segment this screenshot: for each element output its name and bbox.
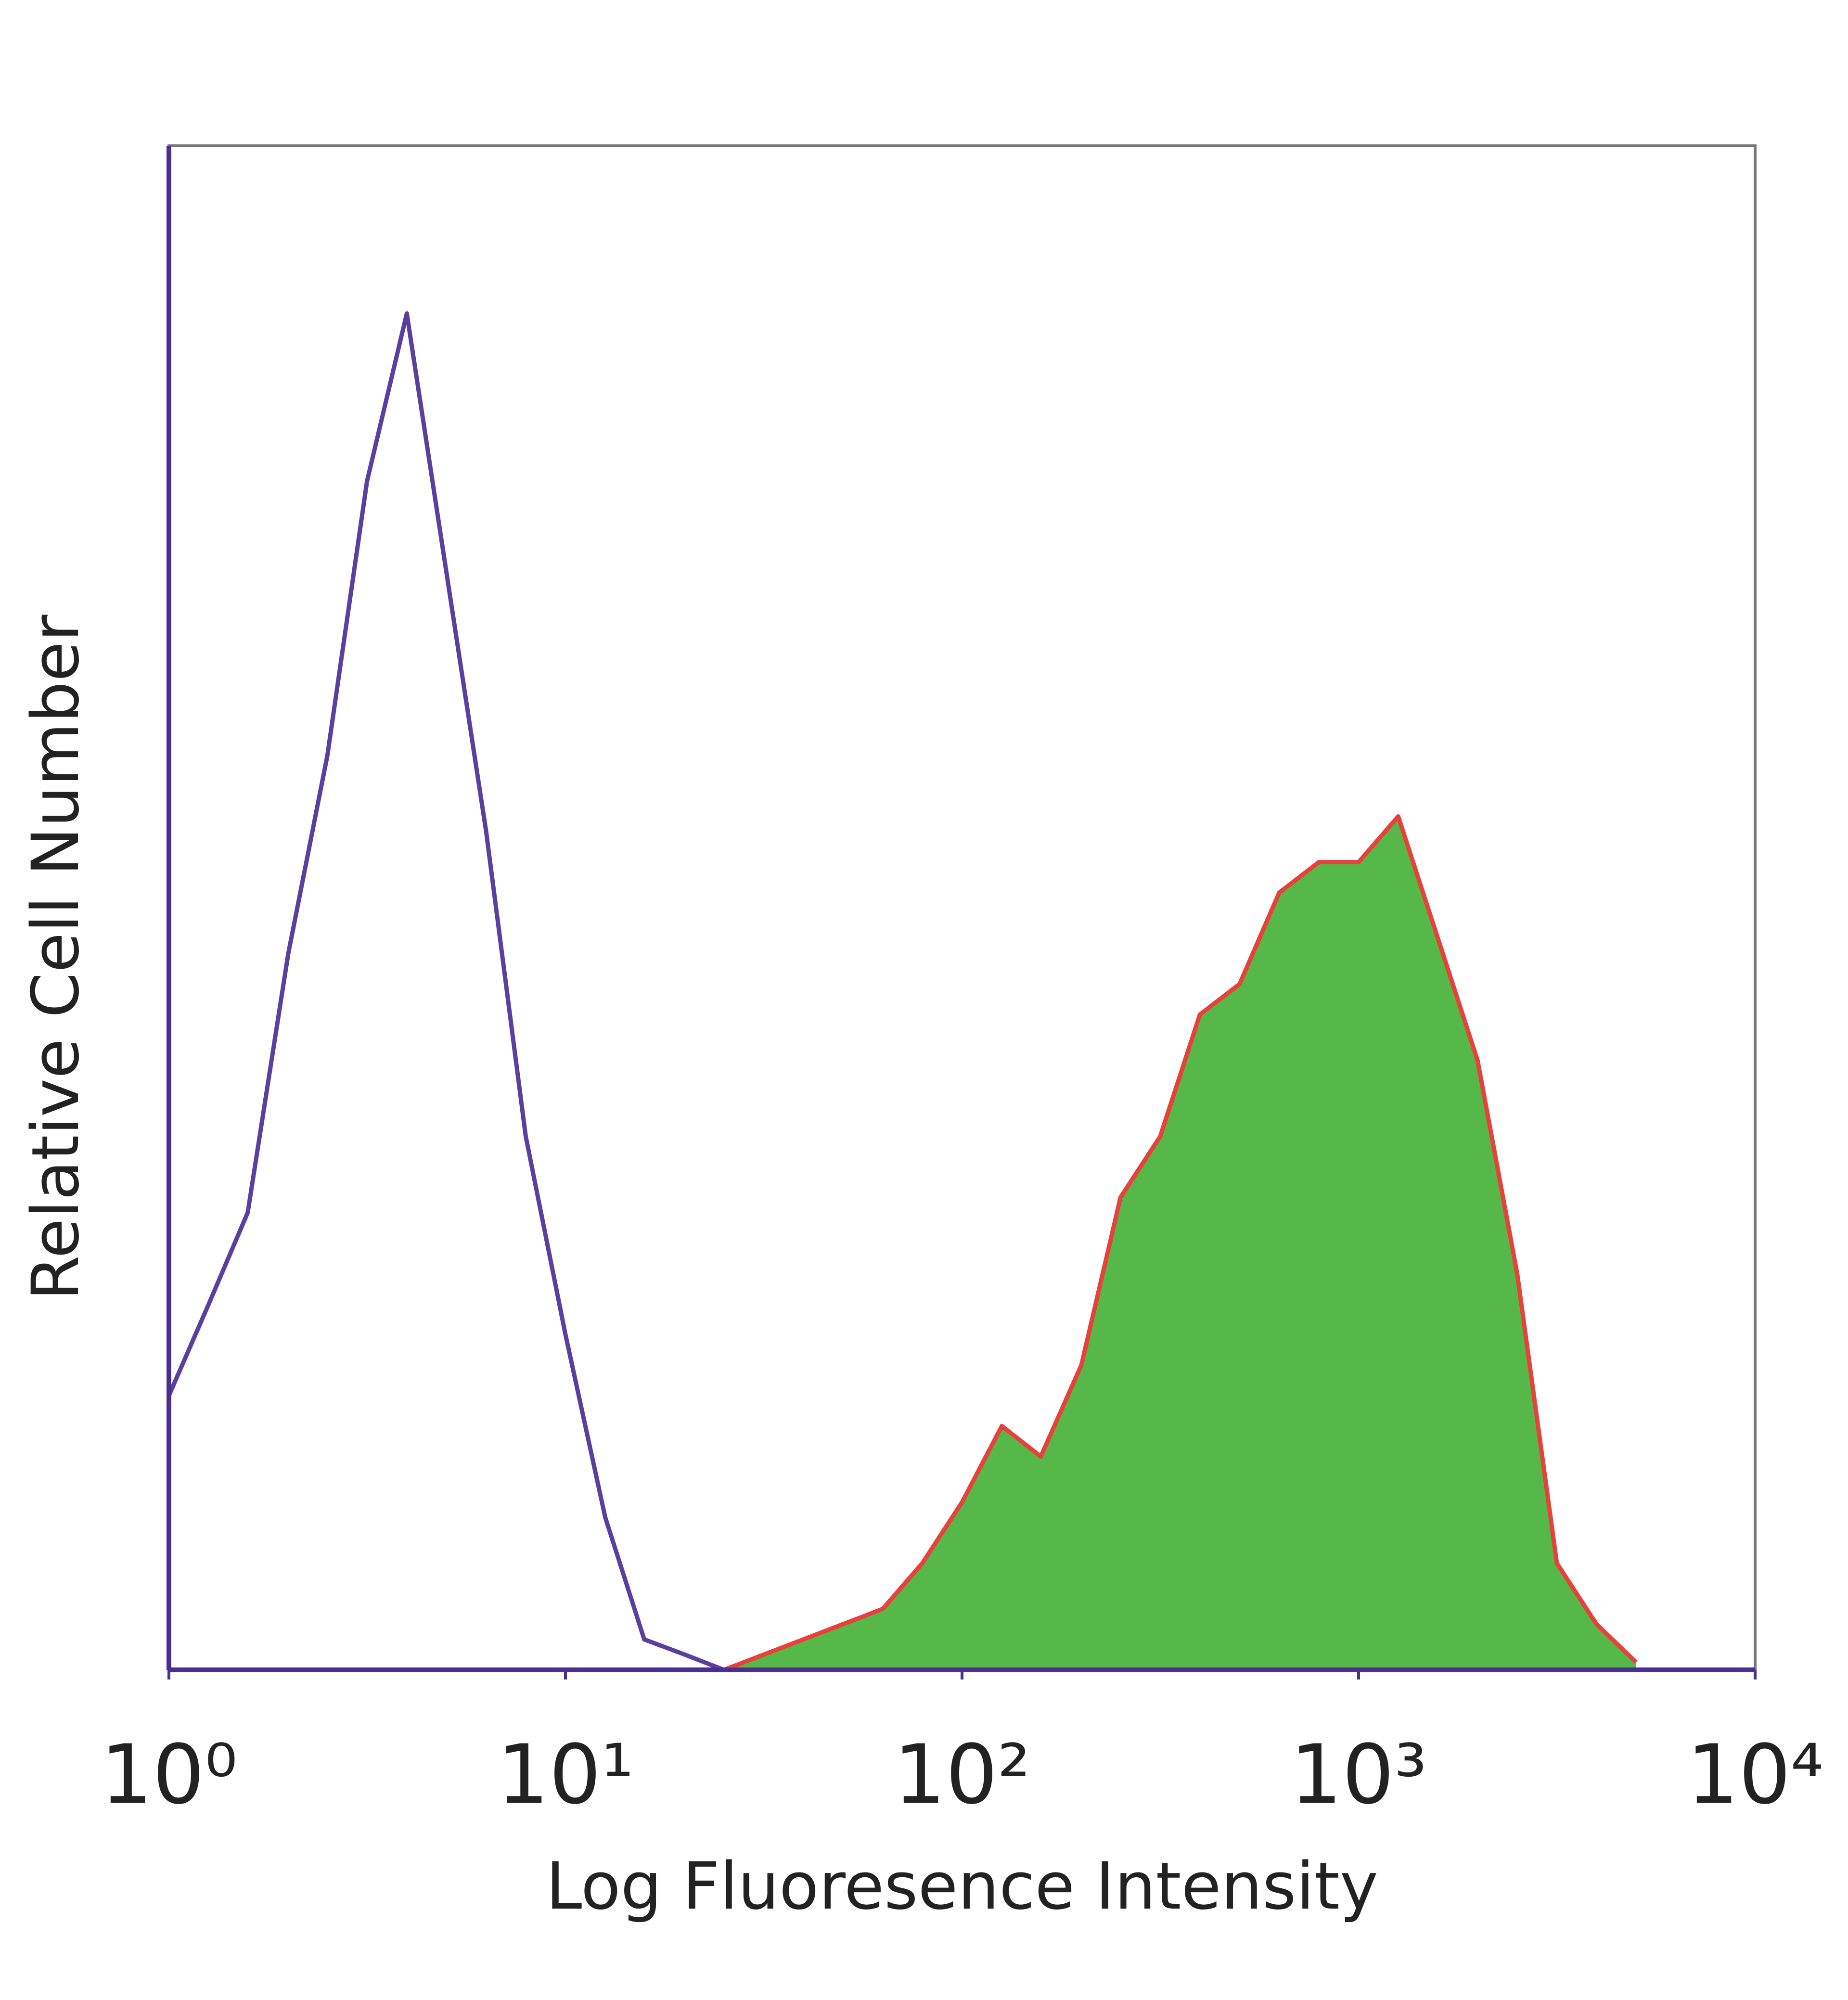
area: [169, 816, 1636, 1670]
y-axis-label: Relative Cell Number: [18, 615, 93, 1300]
x-tick-label: 10²: [894, 1727, 1030, 1822]
x-axis-label: Log Fluoresence Intensity: [546, 1848, 1378, 1924]
x-tick-label: 10¹: [497, 1727, 634, 1822]
x-tick-label: 10⁰: [101, 1727, 237, 1822]
x-tick-label: 10³: [1290, 1727, 1427, 1822]
x-tick-label: 10⁴: [1687, 1727, 1823, 1822]
